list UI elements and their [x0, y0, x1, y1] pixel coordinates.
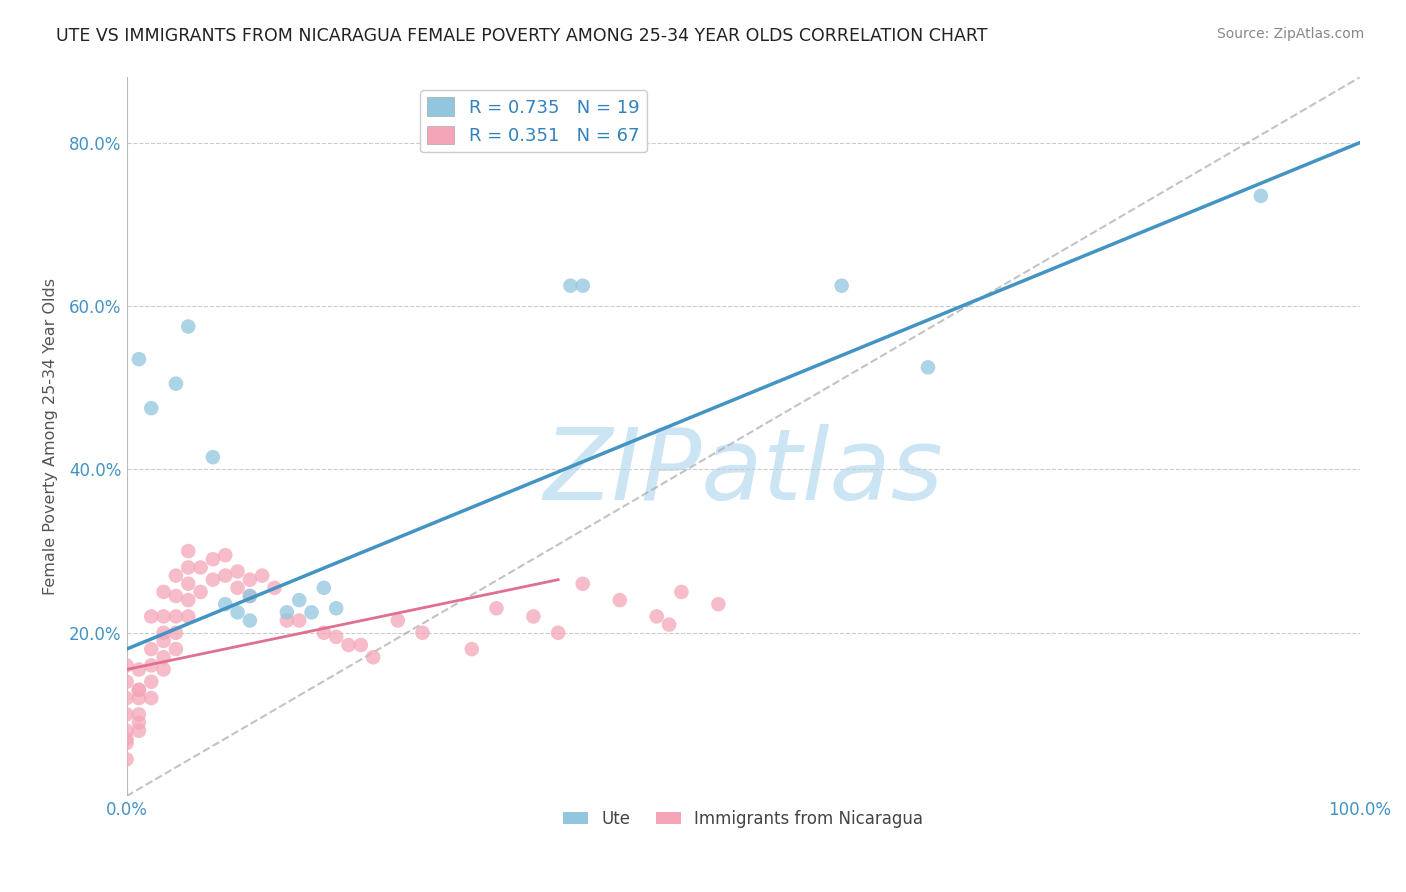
Point	[165, 568, 187, 582]
Point	[128, 682, 150, 697]
Point	[263, 581, 285, 595]
Point	[177, 609, 200, 624]
Point	[276, 614, 298, 628]
Text: UTE VS IMMIGRANTS FROM NICARAGUA FEMALE POVERTY AMONG 25-34 YEAR OLDS CORRELATIO: UTE VS IMMIGRANTS FROM NICARAGUA FEMALE …	[56, 27, 988, 45]
Point	[152, 625, 174, 640]
Point	[325, 630, 347, 644]
Point	[115, 691, 138, 706]
Point	[411, 625, 433, 640]
Text: ZIPatlas: ZIPatlas	[543, 425, 943, 521]
Point	[312, 625, 335, 640]
Point	[301, 605, 323, 619]
Point	[165, 625, 187, 640]
Text: Source: ZipAtlas.com: Source: ZipAtlas.com	[1216, 27, 1364, 41]
Point	[276, 605, 298, 619]
Point	[239, 589, 262, 603]
Point	[177, 544, 200, 558]
Point	[609, 593, 631, 607]
Point	[461, 642, 484, 657]
Point	[128, 691, 150, 706]
Point	[226, 565, 249, 579]
Point	[152, 609, 174, 624]
Point	[645, 609, 668, 624]
Point	[190, 585, 212, 599]
Point	[325, 601, 347, 615]
Point	[671, 585, 693, 599]
Point	[152, 663, 174, 677]
Point	[201, 450, 224, 465]
Point	[250, 568, 273, 582]
Point	[214, 548, 236, 562]
Point	[214, 568, 236, 582]
Point	[128, 663, 150, 677]
Point	[115, 707, 138, 722]
Point	[115, 723, 138, 738]
Point	[190, 560, 212, 574]
Point	[312, 581, 335, 595]
Point	[141, 609, 163, 624]
Point	[214, 597, 236, 611]
Point	[177, 576, 200, 591]
Point	[226, 581, 249, 595]
Point	[361, 650, 384, 665]
Point	[128, 723, 150, 738]
Point	[152, 585, 174, 599]
Y-axis label: Female Poverty Among 25-34 Year Olds: Female Poverty Among 25-34 Year Olds	[44, 278, 58, 595]
Point	[288, 593, 311, 607]
Point	[239, 589, 262, 603]
Point	[128, 352, 150, 367]
Point	[177, 560, 200, 574]
Point	[128, 682, 150, 697]
Point	[152, 634, 174, 648]
Point	[165, 376, 187, 391]
Point	[115, 736, 138, 750]
Point	[115, 731, 138, 746]
Point	[571, 576, 593, 591]
Point	[128, 715, 150, 730]
Point	[658, 617, 681, 632]
Point	[226, 605, 249, 619]
Point	[141, 642, 163, 657]
Point	[141, 674, 163, 689]
Point	[288, 614, 311, 628]
Point	[165, 609, 187, 624]
Point	[177, 593, 200, 607]
Point	[141, 401, 163, 416]
Point	[522, 609, 544, 624]
Point	[201, 573, 224, 587]
Legend: Ute, Immigrants from Nicaragua: Ute, Immigrants from Nicaragua	[557, 803, 929, 835]
Point	[141, 658, 163, 673]
Point	[337, 638, 360, 652]
Point	[141, 691, 163, 706]
Point	[165, 589, 187, 603]
Point	[571, 278, 593, 293]
Point	[177, 319, 200, 334]
Point	[560, 278, 582, 293]
Point	[387, 614, 409, 628]
Point	[547, 625, 569, 640]
Point	[115, 752, 138, 766]
Point	[239, 573, 262, 587]
Point	[831, 278, 853, 293]
Point	[115, 674, 138, 689]
Point	[485, 601, 508, 615]
Point	[201, 552, 224, 566]
Point	[115, 658, 138, 673]
Point	[128, 707, 150, 722]
Point	[165, 642, 187, 657]
Point	[239, 614, 262, 628]
Point	[707, 597, 730, 611]
Point	[152, 650, 174, 665]
Point	[1250, 189, 1272, 203]
Point	[350, 638, 373, 652]
Point	[917, 360, 939, 375]
